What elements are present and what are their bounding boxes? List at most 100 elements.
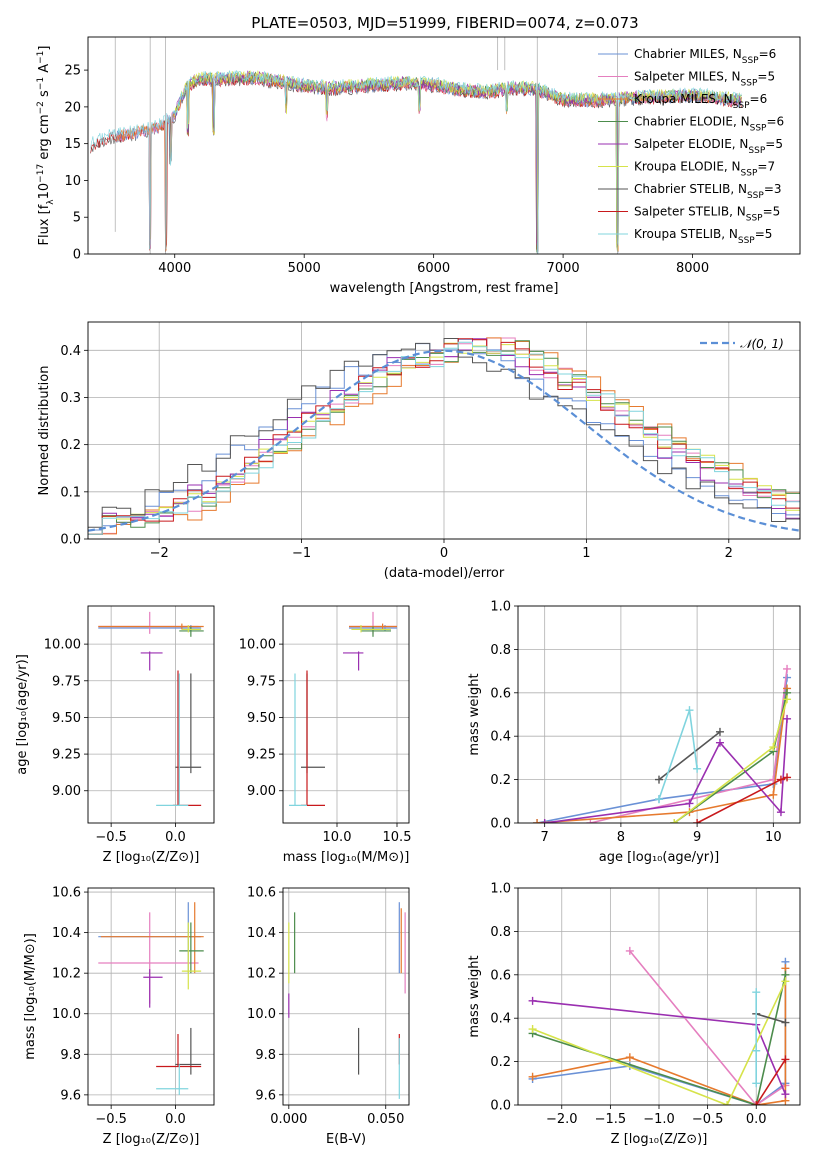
x-axis-label: Z [log₁₀(Z/Z⊙)] [103, 850, 200, 865]
weight-marker-salpeter-elodie [781, 1090, 790, 1099]
mass-weight-vs-age-panel: 7 8 9 10 0.0 0.2 0.4 0.6 0.8 1.0 age [log₁₀(age/yr… [467, 600, 801, 865]
weight-marker-kroupa-stelib [752, 988, 761, 997]
y-tick-label: 10.2 [247, 967, 276, 982]
y-tick-label: 0.6 [490, 686, 511, 701]
x-tick-label: 7 [541, 830, 549, 845]
x-tick-label: 8 [617, 830, 625, 845]
histogram-kroupa-stelib [88, 341, 800, 535]
y-tick-label: 10.6 [247, 886, 276, 901]
plot-area [289, 611, 397, 807]
y-tick-label: 20 [64, 100, 81, 115]
x-axis-label: wavelength [Angstrom, rest frame] [330, 281, 559, 296]
x-tick-label: 10.5 [383, 830, 412, 845]
x-tick-label: 7000 [547, 261, 580, 276]
x-tick-label: 0.000 [270, 1112, 307, 1127]
y-tick-label: 10.4 [52, 926, 81, 941]
weight-line-chabrier-miles [536, 677, 788, 823]
x-axis-label: E(B-V) [326, 1132, 366, 1147]
y-tick-label: 9.25 [247, 748, 276, 763]
x-axis-label: mass [log₁₀(M/M⊙)] [283, 850, 410, 865]
plot-area [288, 902, 406, 1099]
weight-marker-salpeter-elodie [715, 738, 724, 747]
x-tick-label: −0.5 [95, 1112, 127, 1127]
axes-frame [282, 605, 410, 824]
y-tick-label: 0.0 [490, 1099, 511, 1114]
legend-label-salpeter-elodie: Salpeter ELODIE, NSSP=5 [634, 137, 783, 156]
x-tick-label: 0.0 [165, 830, 186, 845]
plot-area [528, 946, 790, 1105]
y-tick-label: 0 [73, 248, 81, 263]
x-tick-label: 8000 [676, 261, 709, 276]
y-tick-label: 9.8 [255, 1048, 276, 1063]
axes-frame [517, 887, 801, 1106]
weight-line-kroupa-miles [537, 688, 788, 823]
weight-marker-salpeter-stelib [783, 773, 792, 782]
weight-marker-salpeter-stelib [752, 1101, 761, 1105]
legend: Chabrier MILES, NSSP=6 Salpeter MILES, NS… [598, 47, 784, 246]
spectrum-kroupa-stelib [90, 69, 742, 254]
weight-marker-salpeter-stelib [693, 819, 702, 823]
weight-marker-kroupa-miles [769, 790, 778, 799]
weight-marker-salpeter-miles [625, 946, 634, 955]
y-tick-label: 25 [64, 64, 81, 79]
x-tick-label: −2.0 [546, 1112, 578, 1127]
weight-marker-kroupa-stelib [655, 795, 663, 804]
axes-frame [87, 887, 215, 1106]
y-axis-label: mass [log₁₀(M/M⊙)] [23, 933, 38, 1060]
legend-label-salpeter-miles: Salpeter MILES, NSSP=5 [634, 70, 775, 89]
plot-area [88, 337, 800, 535]
y-tick-label: 0.2 [490, 773, 511, 788]
y-tick-label: 0.1 [60, 485, 81, 500]
y-axis-label: Flux [fλ10−17 erg cm−2 s−1 A−1] [36, 46, 56, 246]
x-axis-label: Z [log₁₀(Z/Z⊙)] [103, 1132, 200, 1147]
x-tick-label: 0.0 [746, 1112, 767, 1127]
y-axis-label: mass weight [467, 673, 482, 755]
y-tick-label: 0.2 [60, 438, 81, 453]
weight-marker-kroupa-stelib [752, 1046, 761, 1055]
mass-weight-vs-metallicity-panel: −2.0 −1.5 −1.0 −0.5 0.0 0.0 0.2 0.4 0.6 0.8 1.0 Z [… [467, 882, 801, 1147]
x-tick-label: 1 [582, 546, 590, 561]
x-tick-label: 5000 [288, 261, 321, 276]
y-tick-label: 9.25 [52, 748, 81, 763]
plot-area [98, 902, 204, 1095]
y-tick-label: 10.0 [247, 1007, 276, 1022]
y-tick-label: 0.3 [60, 391, 81, 406]
axes-frame [87, 36, 801, 255]
plot-area [90, 37, 742, 254]
y-tick-label: 9.50 [247, 711, 276, 726]
axes-frame [87, 605, 215, 824]
y-tick-label: 1.0 [490, 600, 511, 615]
x-tick-label: −1.5 [595, 1112, 627, 1127]
legend-label-chabrier-miles: Chabrier MILES, NSSP=6 [634, 47, 776, 66]
y-tick-label: 0.4 [490, 1012, 511, 1027]
plot-area [98, 611, 204, 807]
weight-marker-salpeter-miles [586, 819, 595, 823]
weight-marker-salpeter-stelib [776, 775, 785, 784]
histogram-salpeter-stelib [88, 338, 800, 535]
weight-marker-kroupa-elodie [769, 743, 778, 752]
weight-line-chabrier-stelib [755, 1013, 786, 1024]
weight-line-kroupa-elodie [532, 980, 787, 1105]
x-tick-label: 9 [693, 830, 701, 845]
weight-marker-kroupa-miles [533, 819, 542, 823]
legend-label-kroupa-elodie: Kroupa ELODIE, NSSP=7 [634, 160, 775, 179]
weight-line-salpeter-stelib [755, 1058, 787, 1105]
y-tick-label: 0.6 [490, 968, 511, 983]
x-axis-label: age [log₁₀(age/yr)] [599, 850, 720, 865]
y-tick-label: 10.4 [247, 926, 276, 941]
legend-label-salpeter-stelib: Salpeter STELIB, NSSP=5 [634, 205, 780, 224]
y-tick-label: 9.50 [52, 711, 81, 726]
weight-marker-kroupa-miles [625, 1053, 634, 1062]
age-vs-mass-panel: 10.0 10.5 9.00 9.25 9.50 9.75 10.00 mass [log₁₀… [239, 605, 412, 865]
y-tick-label: 10.2 [52, 967, 81, 982]
weight-marker-kroupa-elodie [783, 695, 792, 704]
x-tick-label: −1.0 [643, 1112, 675, 1127]
legend-label-kroupa-miles: Kroupa MILES, NSSP=6 [634, 92, 767, 111]
weight-marker-kroupa-elodie [670, 819, 679, 823]
legend-label-normal: 𝒩(0, 1) [740, 337, 784, 351]
figure-title: PLATE=0503, MJD=51999, FIBERID=0074, z=0… [251, 14, 638, 32]
y-tick-label: 0.0 [490, 817, 511, 832]
x-axis-label: (data-model)/error [384, 566, 505, 581]
y-tick-label: 0.2 [490, 1055, 511, 1070]
